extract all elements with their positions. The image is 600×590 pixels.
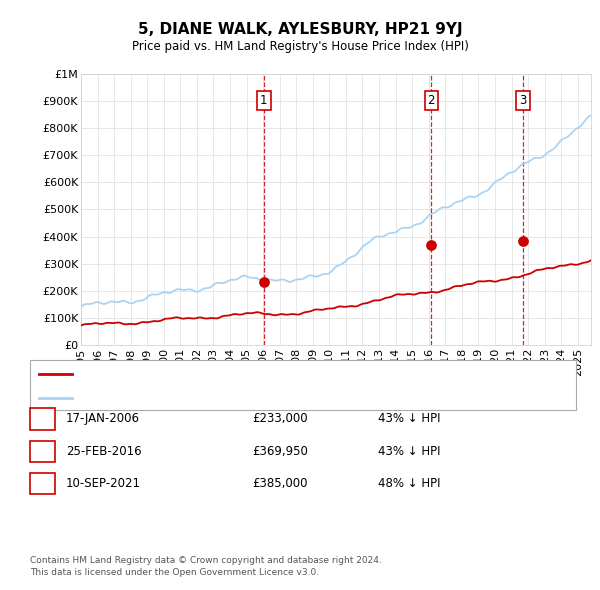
Text: 48% ↓ HPI: 48% ↓ HPI xyxy=(378,477,440,490)
Text: Price paid vs. HM Land Registry's House Price Index (HPI): Price paid vs. HM Land Registry's House … xyxy=(131,40,469,53)
Point xyxy=(259,277,269,287)
Text: £233,000: £233,000 xyxy=(252,412,308,425)
Text: 3: 3 xyxy=(38,477,47,490)
Text: 25-FEB-2016: 25-FEB-2016 xyxy=(66,445,142,458)
Text: 17-JAN-2006: 17-JAN-2006 xyxy=(66,412,140,425)
Text: 1: 1 xyxy=(38,412,47,425)
Text: 43% ↓ HPI: 43% ↓ HPI xyxy=(378,445,440,458)
Text: 43% ↓ HPI: 43% ↓ HPI xyxy=(378,412,440,425)
Point xyxy=(427,240,436,250)
Text: 10-SEP-2021: 10-SEP-2021 xyxy=(66,477,141,490)
Text: £369,950: £369,950 xyxy=(252,445,308,458)
Text: 1: 1 xyxy=(260,94,268,107)
Text: 5, DIANE WALK, AYLESBURY, HP21 9YJ: 5, DIANE WALK, AYLESBURY, HP21 9YJ xyxy=(137,22,463,37)
Text: Contains HM Land Registry data © Crown copyright and database right 2024.
This d: Contains HM Land Registry data © Crown c… xyxy=(30,556,382,577)
Text: 2: 2 xyxy=(427,94,435,107)
Text: £385,000: £385,000 xyxy=(252,477,308,490)
Text: 2: 2 xyxy=(38,445,47,458)
Text: 3: 3 xyxy=(519,94,527,107)
Text: 5, DIANE WALK, AYLESBURY, HP21 9YJ (detached house): 5, DIANE WALK, AYLESBURY, HP21 9YJ (deta… xyxy=(78,369,370,379)
Text: HPI: Average price, detached house, Buckinghamshire: HPI: Average price, detached house, Buck… xyxy=(78,392,361,402)
Point xyxy=(518,236,528,245)
